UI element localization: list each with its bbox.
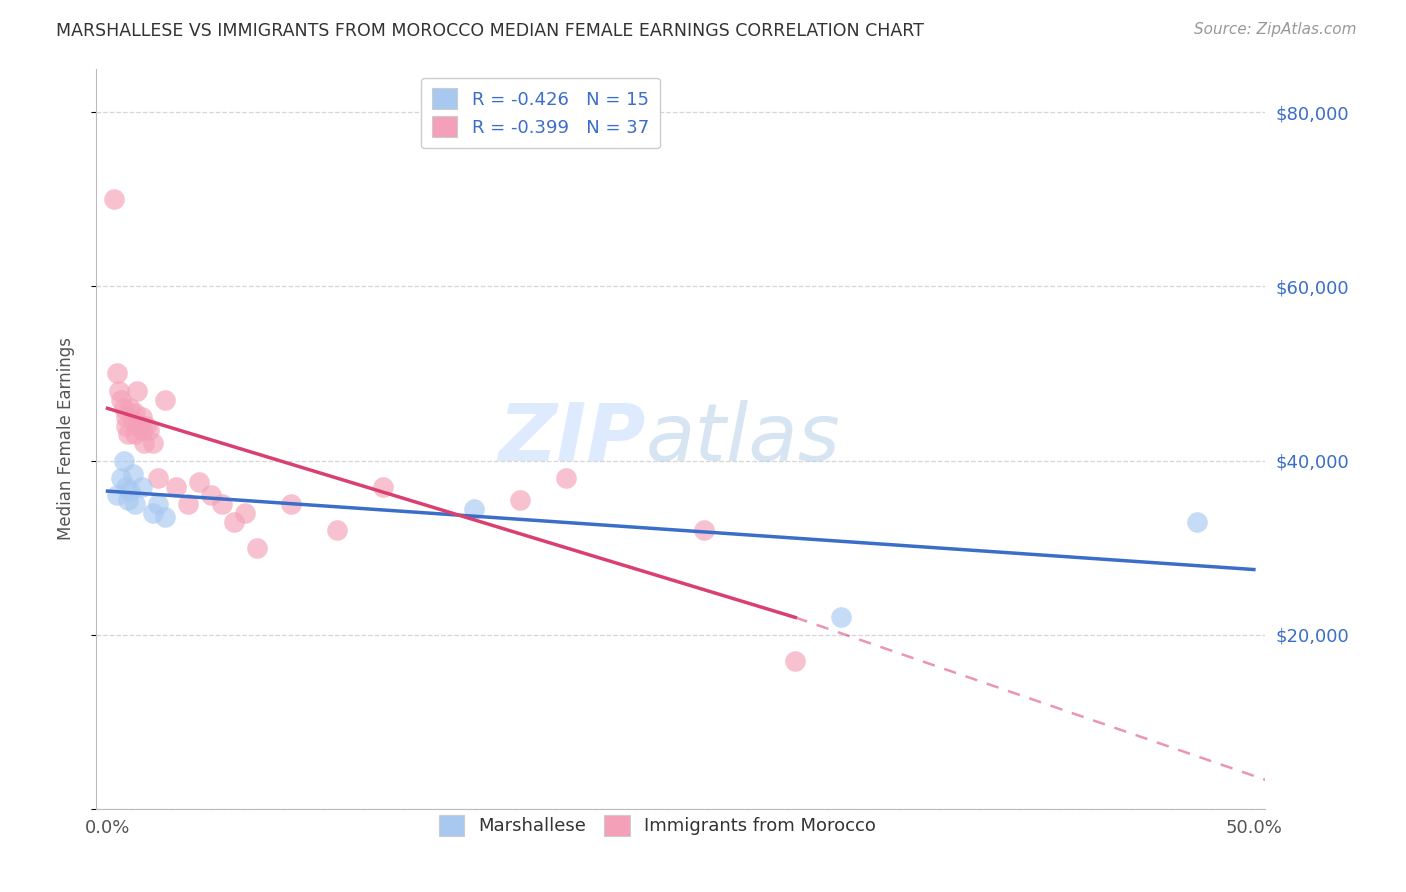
Point <box>222 515 245 529</box>
Text: ZIP: ZIP <box>498 400 645 478</box>
Point <box>114 480 136 494</box>
Point <box>245 541 267 555</box>
Point <box>110 471 132 485</box>
Point <box>117 427 139 442</box>
Point <box>463 501 485 516</box>
Point <box>112 453 135 467</box>
Point <box>177 497 200 511</box>
Point <box>131 410 153 425</box>
Point <box>142 506 165 520</box>
Point <box>509 492 531 507</box>
Point <box>121 467 143 481</box>
Point <box>785 654 807 668</box>
Point <box>120 484 142 499</box>
Point <box>146 497 169 511</box>
Point <box>114 410 136 425</box>
Point <box>110 392 132 407</box>
Point <box>555 471 578 485</box>
Point <box>188 475 211 490</box>
Point <box>131 480 153 494</box>
Point <box>142 436 165 450</box>
Legend: Marshallese, Immigrants from Morocco: Marshallese, Immigrants from Morocco <box>430 805 884 845</box>
Point <box>131 423 153 437</box>
Point <box>105 488 128 502</box>
Point <box>138 423 160 437</box>
Point <box>112 401 135 416</box>
Point <box>153 510 176 524</box>
Point <box>165 480 187 494</box>
Point <box>127 384 149 398</box>
Point <box>114 418 136 433</box>
Point <box>153 392 176 407</box>
Point <box>120 401 142 416</box>
Point <box>146 471 169 485</box>
Point <box>211 497 233 511</box>
Point <box>117 492 139 507</box>
Point <box>1185 515 1208 529</box>
Point <box>134 436 156 450</box>
Text: atlas: atlas <box>645 400 841 478</box>
Point <box>326 524 349 538</box>
Text: Source: ZipAtlas.com: Source: ZipAtlas.com <box>1194 22 1357 37</box>
Y-axis label: Median Female Earnings: Median Female Earnings <box>58 337 75 541</box>
Point <box>105 367 128 381</box>
Point <box>124 406 146 420</box>
Point <box>830 610 852 624</box>
Text: MARSHALLESE VS IMMIGRANTS FROM MOROCCO MEDIAN FEMALE EARNINGS CORRELATION CHART: MARSHALLESE VS IMMIGRANTS FROM MOROCCO M… <box>56 22 924 40</box>
Point <box>124 427 146 442</box>
Point <box>108 384 131 398</box>
Point <box>280 497 302 511</box>
Point <box>200 488 222 502</box>
Point <box>371 480 394 494</box>
Point <box>121 414 143 428</box>
Point <box>233 506 256 520</box>
Point <box>128 418 150 433</box>
Point <box>135 418 157 433</box>
Point <box>124 497 146 511</box>
Point <box>103 192 125 206</box>
Point <box>692 524 714 538</box>
